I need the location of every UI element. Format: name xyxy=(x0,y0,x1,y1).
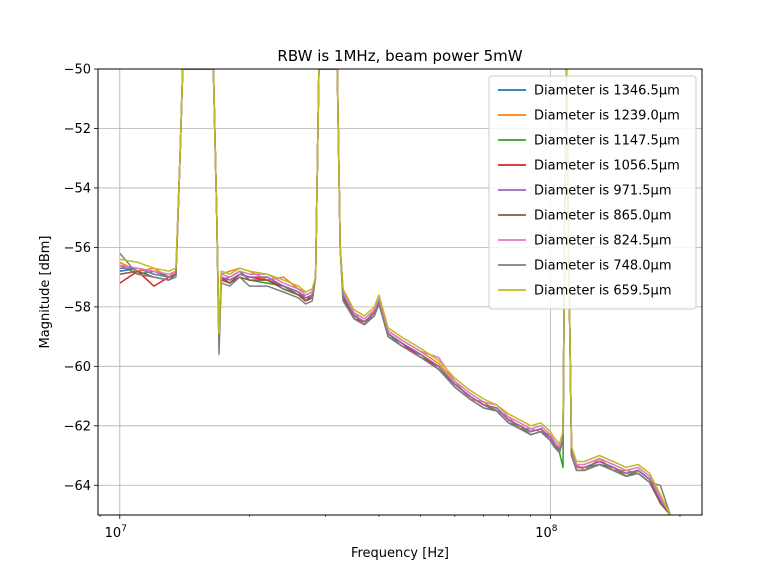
legend-label-7: Diameter is 824.5μm xyxy=(534,234,672,249)
legend-label-5: Diameter is 971.5μm xyxy=(534,184,672,199)
chart-title: RBW is 1MHz, beam power 5mW xyxy=(277,47,522,65)
y-tick-label: −64 xyxy=(64,479,91,494)
y-tick-label: −60 xyxy=(64,360,91,375)
legend: Diameter is 1346.5μm Diameter is 1239.0μm… xyxy=(488,75,697,310)
legend-label-3: Diameter is 1147.5μm xyxy=(534,134,680,149)
x-tick-label-exponent: 8 xyxy=(552,524,558,534)
x-tick-label: 107 xyxy=(105,524,127,541)
y-axis-label: Magnitude [dBm] xyxy=(38,236,53,349)
plot-frame xyxy=(97,68,703,516)
x-tick-label-base: 10 xyxy=(105,526,122,541)
legend-label-1: Diameter is 1346.5μm xyxy=(534,84,680,99)
legend-box xyxy=(488,75,697,310)
legend-label-8: Diameter is 748.0μm xyxy=(534,259,672,274)
legend-label-2: Diameter is 1239.0μm xyxy=(534,109,680,124)
y-tick-label: −54 xyxy=(64,181,91,196)
y-tick-label: −56 xyxy=(64,241,91,256)
y-tick-label: −58 xyxy=(64,300,91,315)
legend-label-6: Diameter is 865.0μm xyxy=(534,209,672,224)
y-tick-label: −62 xyxy=(64,419,91,434)
x-tick-label: 108 xyxy=(535,524,558,541)
legend-label-4: Diameter is 1056.5μm xyxy=(534,159,680,174)
y-tick-label: −50 xyxy=(64,63,91,78)
y-tick-label: −52 xyxy=(64,122,91,137)
x-tick-label-base: 10 xyxy=(535,526,552,541)
x-axis-label: Frequency [Hz] xyxy=(351,546,449,561)
legend-label-9: Diameter is 659.5μm xyxy=(534,284,672,299)
x-tick-label-exponent: 7 xyxy=(121,524,127,534)
